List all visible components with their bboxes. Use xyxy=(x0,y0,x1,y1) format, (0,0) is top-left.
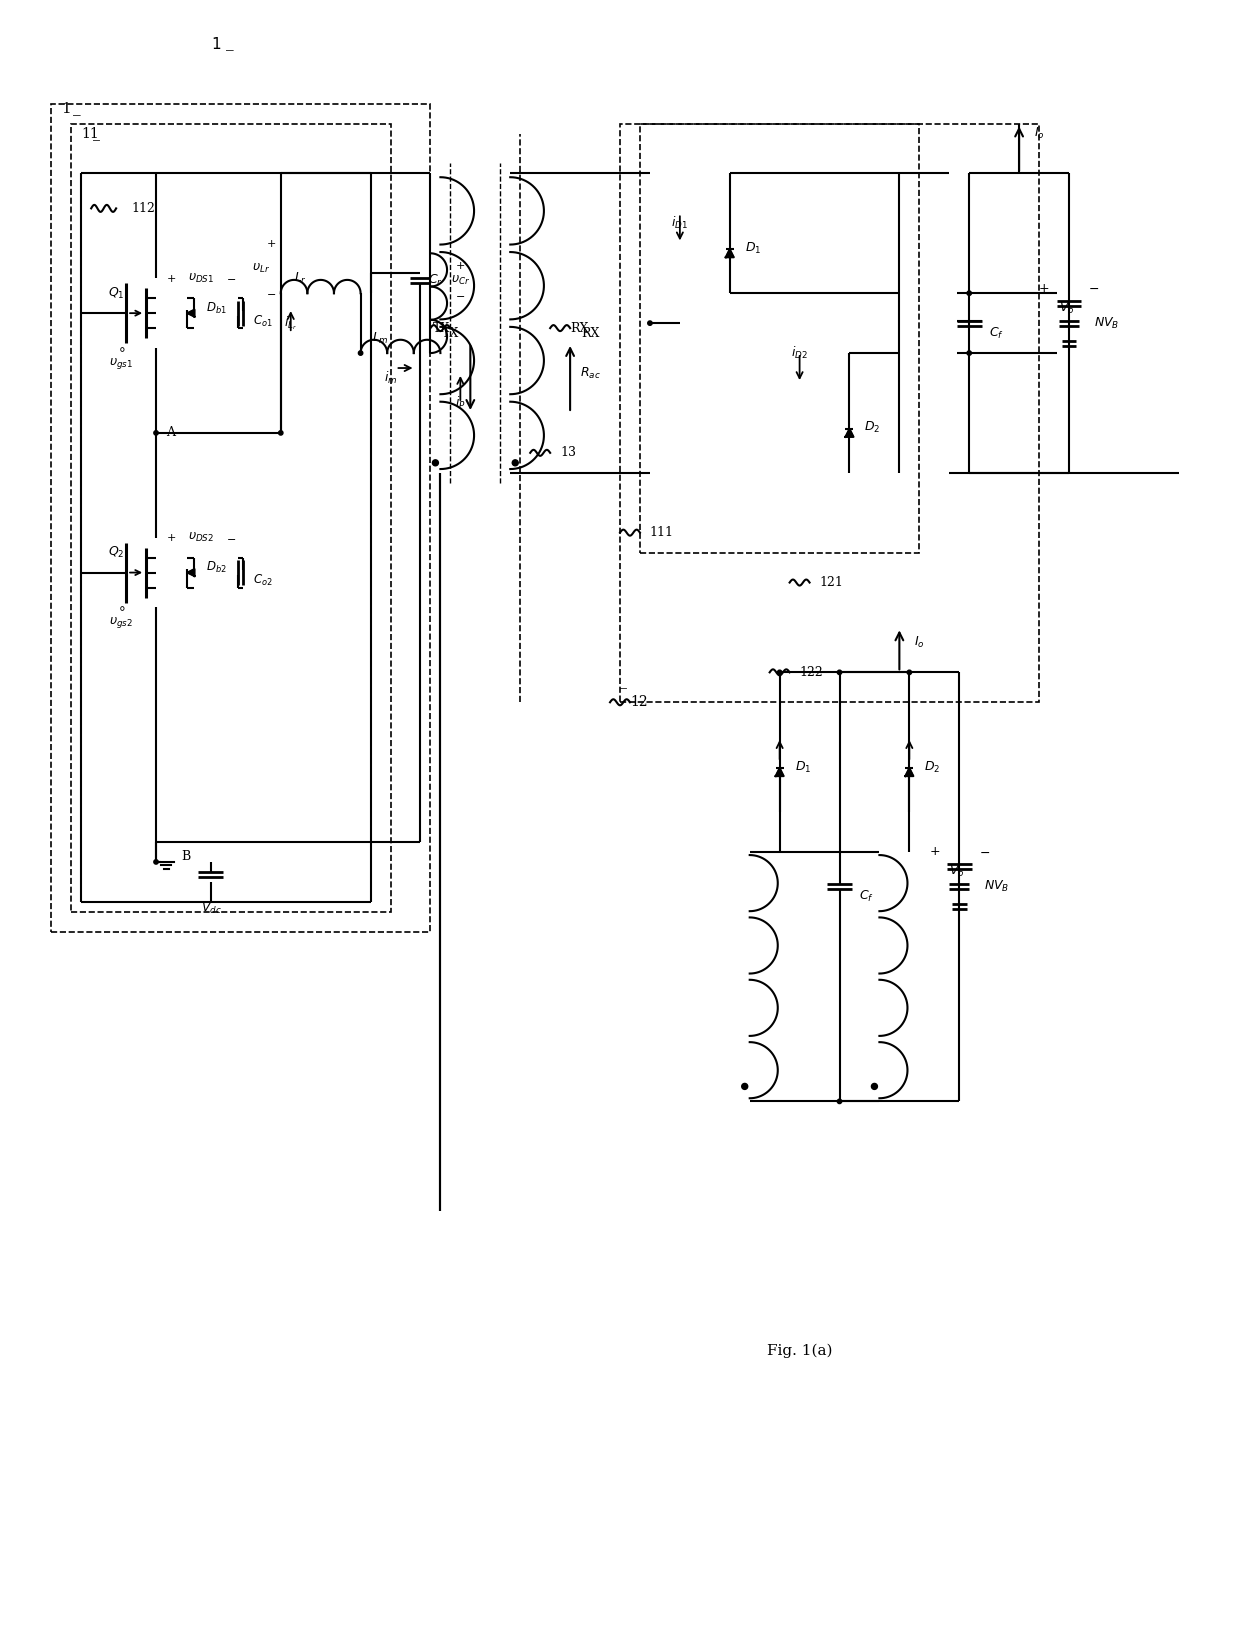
Text: 1: 1 xyxy=(61,102,71,116)
Text: $i_P$: $i_P$ xyxy=(455,395,466,411)
Text: $-$: $-$ xyxy=(455,291,465,301)
Bar xyxy=(620,124,1039,702)
Text: TX: TX xyxy=(441,327,459,340)
Text: $+$: $+$ xyxy=(166,532,176,544)
Polygon shape xyxy=(846,430,853,436)
Text: $-$: $-$ xyxy=(226,532,236,542)
Text: $C_{o1}$: $C_{o1}$ xyxy=(253,314,273,329)
Bar xyxy=(71,124,391,912)
Text: $C_f$: $C_f$ xyxy=(990,325,1004,340)
Polygon shape xyxy=(905,768,914,776)
Text: $V_{dc}$: $V_{dc}$ xyxy=(201,902,221,917)
Text: $\upsilon_{DS2}$: $\upsilon_{DS2}$ xyxy=(188,530,215,544)
Text: $C_f$: $C_f$ xyxy=(859,889,874,904)
Text: $R_{ac}$: $R_{ac}$ xyxy=(579,365,600,380)
Text: _: _ xyxy=(73,102,81,116)
Circle shape xyxy=(358,350,363,355)
Text: $D_2$: $D_2$ xyxy=(924,760,941,775)
Text: TX: TX xyxy=(433,322,450,335)
Text: 12: 12 xyxy=(630,695,647,709)
Text: $NV_B$: $NV_B$ xyxy=(1094,316,1120,330)
Text: 112: 112 xyxy=(131,202,155,215)
Text: 122: 122 xyxy=(800,666,823,679)
Text: $Q_2$: $Q_2$ xyxy=(108,545,124,560)
Text: $1$: $1$ xyxy=(211,36,221,51)
Circle shape xyxy=(837,671,842,674)
Circle shape xyxy=(872,1084,878,1089)
Text: $i_{L_r}$: $i_{L_r}$ xyxy=(284,314,298,332)
Text: $\upsilon_{gs1}$: $\upsilon_{gs1}$ xyxy=(109,355,133,370)
Text: 13: 13 xyxy=(560,446,577,459)
Text: $\upsilon_{gs2}$: $\upsilon_{gs2}$ xyxy=(109,615,133,629)
Text: $I_o$: $I_o$ xyxy=(1034,126,1045,140)
Text: $D_{b1}$: $D_{b1}$ xyxy=(206,301,227,316)
Text: $-$: $-$ xyxy=(226,273,236,282)
Text: $I_o$: $I_o$ xyxy=(914,634,925,649)
Circle shape xyxy=(967,350,971,355)
Text: $i_m$: $i_m$ xyxy=(384,370,397,387)
Text: $\upsilon_{Cr}$: $\upsilon_{Cr}$ xyxy=(450,274,470,287)
Text: _: _ xyxy=(226,36,233,51)
Circle shape xyxy=(837,1099,842,1104)
Polygon shape xyxy=(725,249,734,258)
Text: $-$: $-$ xyxy=(265,287,275,299)
Text: $+$: $+$ xyxy=(166,273,176,284)
Circle shape xyxy=(967,291,971,296)
Text: $D_1$: $D_1$ xyxy=(745,241,761,256)
Text: $D_{b2}$: $D_{b2}$ xyxy=(206,560,227,575)
Circle shape xyxy=(154,431,159,434)
Text: $\circ$: $\circ$ xyxy=(117,340,125,355)
Text: RX: RX xyxy=(570,322,589,335)
Text: $+$: $+$ xyxy=(455,259,465,271)
Text: _: _ xyxy=(620,676,627,689)
Circle shape xyxy=(154,859,159,864)
Polygon shape xyxy=(776,768,784,776)
Polygon shape xyxy=(187,309,195,317)
Polygon shape xyxy=(187,568,195,577)
Circle shape xyxy=(433,459,439,466)
Text: $\upsilon_{DS1}$: $\upsilon_{DS1}$ xyxy=(187,271,215,284)
Text: $\circ$: $\circ$ xyxy=(117,600,125,615)
Circle shape xyxy=(908,671,911,674)
Text: $+$: $+$ xyxy=(929,846,940,859)
Text: 111: 111 xyxy=(650,525,673,539)
Bar xyxy=(640,124,919,553)
Text: $V_o$: $V_o$ xyxy=(950,864,965,879)
Circle shape xyxy=(279,431,283,434)
Text: $C_r$: $C_r$ xyxy=(428,273,443,287)
Text: $-$: $-$ xyxy=(978,846,990,859)
Text: RX: RX xyxy=(580,327,599,340)
Text: B: B xyxy=(181,851,191,864)
Text: $+$: $+$ xyxy=(265,238,275,249)
Text: $V_o$: $V_o$ xyxy=(1059,301,1075,316)
Text: $L_r$: $L_r$ xyxy=(294,271,308,286)
Text: $+$: $+$ xyxy=(1038,282,1050,294)
Text: A: A xyxy=(166,426,176,439)
Text: $Q_1$: $Q_1$ xyxy=(108,286,124,301)
Bar xyxy=(51,104,430,932)
Text: _: _ xyxy=(93,127,100,140)
Text: $D_2$: $D_2$ xyxy=(864,420,880,436)
Text: $\upsilon_{Lr}$: $\upsilon_{Lr}$ xyxy=(252,261,270,274)
Text: 121: 121 xyxy=(820,577,843,590)
Text: $D_1$: $D_1$ xyxy=(795,760,811,775)
Text: Fig. 1(a): Fig. 1(a) xyxy=(766,1343,832,1358)
Text: 11: 11 xyxy=(81,127,99,140)
Text: $C_{o2}$: $C_{o2}$ xyxy=(253,573,273,588)
Circle shape xyxy=(742,1084,748,1089)
Circle shape xyxy=(647,320,652,325)
Circle shape xyxy=(777,671,782,674)
Text: $-$: $-$ xyxy=(1089,282,1100,294)
Text: $i_{D1}$: $i_{D1}$ xyxy=(671,215,688,231)
Circle shape xyxy=(512,459,518,466)
Text: $NV_B$: $NV_B$ xyxy=(985,879,1009,894)
Text: $i_{D2}$: $i_{D2}$ xyxy=(791,345,808,362)
Text: $L_m$: $L_m$ xyxy=(372,330,389,345)
